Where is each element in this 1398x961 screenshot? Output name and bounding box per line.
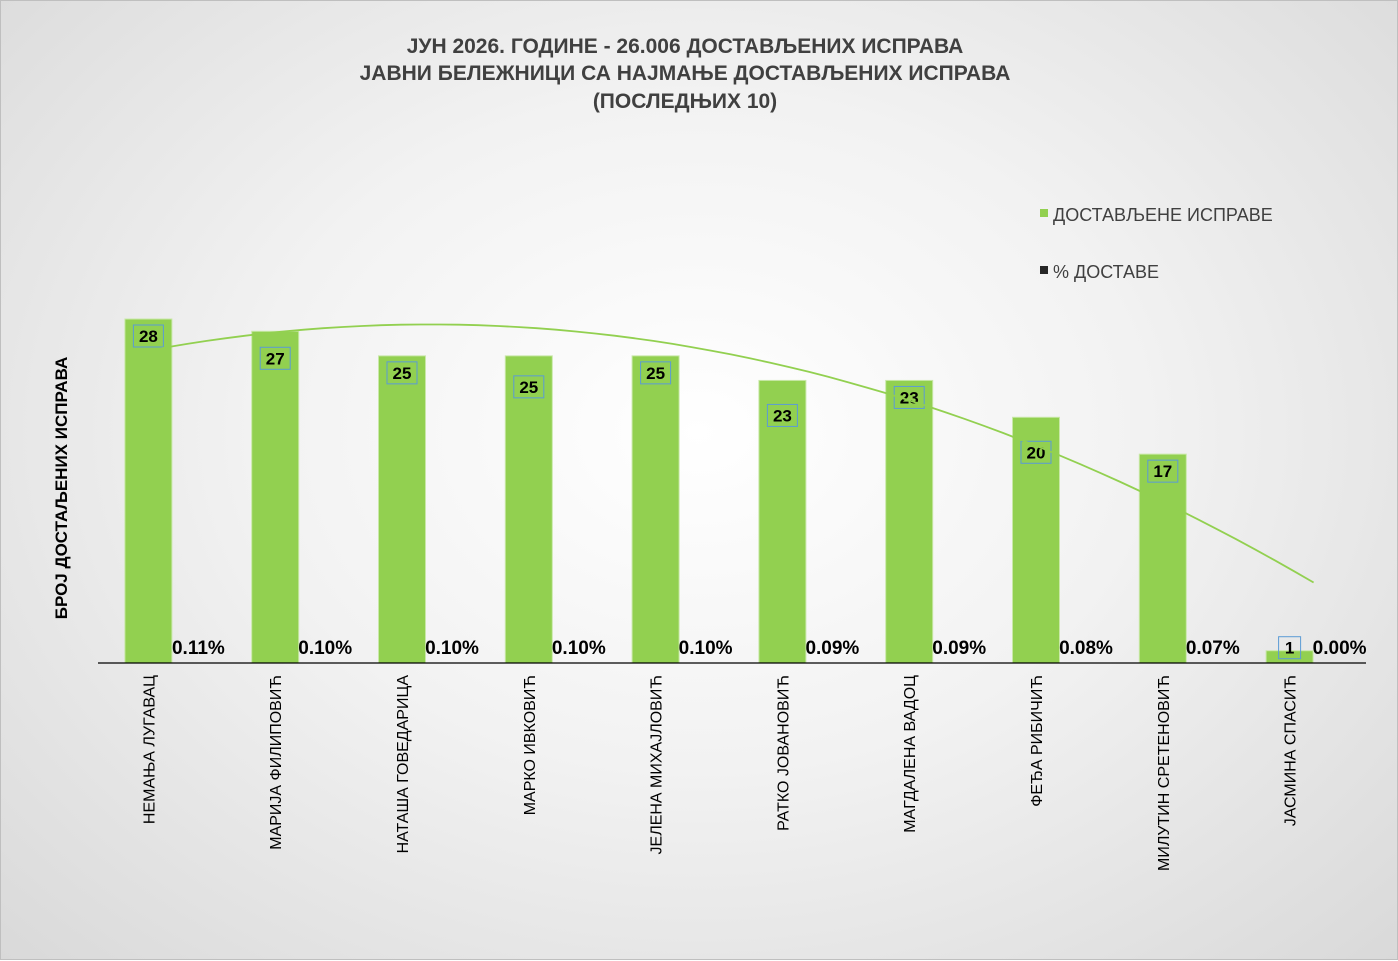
data-label-value: 25 bbox=[646, 364, 665, 383]
chart-title-line-3: (ПОСЛЕДЊИХ 10) bbox=[593, 90, 777, 113]
category-label: МАГДАЛЕНА ВАДОЦ bbox=[902, 675, 919, 833]
category-label: ЈЕЛЕНА МИХАЈЛОВИЋ bbox=[649, 675, 666, 854]
data-label-percent: 0.10% bbox=[552, 638, 606, 659]
labels-group: 28 0.11% 27 0.10% 25 0.10% 25 0.10% 25 0.10% 23 0.0… bbox=[132, 324, 1367, 660]
bar bbox=[1012, 416, 1060, 664]
data-label-percent: 0.10% bbox=[679, 638, 733, 659]
data-label-value: 23 bbox=[773, 406, 792, 425]
category-label: ЈАСМИНА СПАСИЋ bbox=[1283, 675, 1300, 826]
legend-swatch-delivered bbox=[1040, 209, 1048, 217]
data-label-value: 27 bbox=[266, 349, 285, 368]
trendline bbox=[148, 323, 1315, 584]
data-label-value: 25 bbox=[393, 364, 412, 383]
category-label: НЕМАЊА ЛУГАВАЦ bbox=[141, 675, 158, 824]
category-label: РАТКО ЈОВАНОВИЋ bbox=[775, 675, 792, 831]
data-label-value: 1 bbox=[1285, 639, 1294, 658]
category-label: МАРКО ИВКОВИЋ bbox=[522, 675, 539, 815]
data-label-percent: 0.11% bbox=[172, 638, 225, 659]
data-label-percent: 0.08% bbox=[1059, 638, 1113, 659]
data-label-value: 25 bbox=[519, 378, 538, 397]
legend-label-percent: % ДОСТАВЕ bbox=[1053, 262, 1159, 282]
category-label: МАРИЈА ФИЛИПОВИЋ bbox=[268, 675, 285, 850]
data-label-box bbox=[386, 361, 418, 385]
category-label: НАТАША ГОВЕДАРИЦА bbox=[395, 675, 412, 854]
bar bbox=[124, 318, 173, 664]
data-label-value: 17 bbox=[1153, 462, 1172, 481]
data-label-box bbox=[259, 346, 291, 370]
category-labels-group: НЕМАЊА ЛУГАВАЦ МАРИЈА ФИЛИПОВИЋ НАТАША ГОВ… bbox=[141, 675, 1299, 871]
data-label-percent: 0.09% bbox=[932, 638, 986, 659]
category-label: ФЕЂА РИБИЧИЋ bbox=[1029, 675, 1046, 807]
bar bbox=[251, 330, 300, 664]
legend-swatch-percent bbox=[1040, 266, 1048, 274]
data-label-box bbox=[132, 324, 164, 348]
data-label-percent: 0.09% bbox=[805, 638, 859, 659]
data-label-box bbox=[766, 403, 798, 427]
data-label-box bbox=[640, 361, 672, 385]
chart-title-line-1: ЈУН 2026. ГОДИНЕ - 26.006 ДОСТАВЉЕНИХ ИС… bbox=[407, 35, 964, 58]
bar bbox=[504, 355, 553, 664]
bar bbox=[631, 355, 680, 664]
category-label: МИЛУТИН СРЕТЕНОВИЋ bbox=[1156, 675, 1173, 871]
data-label-box bbox=[1278, 636, 1302, 660]
data-label-percent: 0.07% bbox=[1186, 638, 1240, 659]
legend-label-delivered: ДОСТАВЉЕНЕ ИСПРАВЕ bbox=[1053, 205, 1273, 225]
legend: ДОСТАВЉЕНЕ ИСПРАВЕ % ДОСТАВЕ bbox=[1040, 205, 1273, 282]
bar bbox=[758, 379, 807, 664]
data-label-percent: 0.10% bbox=[425, 638, 479, 659]
chart-title: ЈУН 2026. ГОДИНЕ - 26.006 ДОСТАВЉЕНИХ ИС… bbox=[360, 35, 1011, 113]
data-label-percent: 0.00% bbox=[1313, 638, 1367, 659]
bar bbox=[1138, 453, 1187, 664]
data-label-box bbox=[513, 375, 545, 399]
bar bbox=[378, 355, 426, 664]
bars-group bbox=[124, 318, 1314, 664]
y-axis-label: БРОЈ ДОСТАЉЕНИХ ИСПРАВА bbox=[52, 357, 71, 620]
data-label-box bbox=[893, 385, 925, 409]
data-label-box bbox=[1147, 459, 1179, 483]
bar bbox=[885, 379, 934, 664]
data-label-percent: 0.10% bbox=[298, 638, 352, 659]
chart-title-line-2: ЈАВНИ БЕЛЕЖНИЦИ СА НАЈМАЊЕ ДОСТАВЉЕНИХ И… bbox=[360, 62, 1011, 85]
data-label-value: 28 bbox=[139, 327, 158, 346]
